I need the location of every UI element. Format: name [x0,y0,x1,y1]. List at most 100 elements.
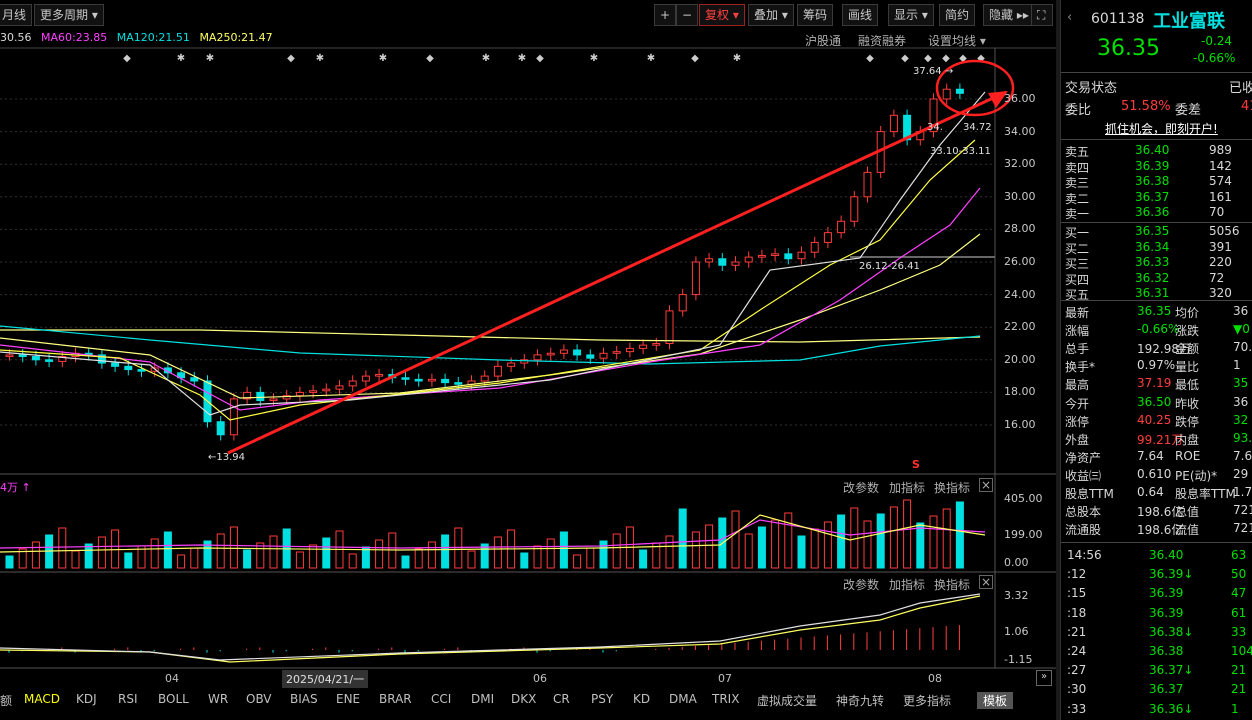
candle-body[interactable] [837,220,846,234]
candle-body[interactable] [97,354,106,364]
candle-body[interactable] [586,354,595,359]
indicator-tab-7[interactable]: BIAS [290,692,318,706]
candle-body[interactable] [18,354,27,358]
candle-body[interactable] [665,310,674,344]
indicator-tab-6[interactable]: OBV [246,692,272,706]
draw-line-button[interactable]: 画线 [842,4,879,26]
overlay-dropdown[interactable]: 叠加 ▾ [748,4,794,26]
event-marker[interactable]: ◆ [977,53,985,64]
vol-add-indicator[interactable]: 加指标 [889,481,926,495]
candle-body[interactable] [45,359,54,362]
candle-body[interactable] [177,372,186,379]
indicator-tab-11[interactable]: DMI [471,692,495,706]
event-marker[interactable]: ◆ [691,53,699,64]
more-period-dropdown[interactable]: 更多周期 ▾ [34,4,104,26]
event-marker[interactable]: ✱ [482,53,490,64]
event-marker[interactable]: ✱ [647,53,655,64]
macd-close-icon[interactable]: × [979,575,993,589]
period-monthly-button[interactable]: 月线 [0,4,33,26]
candle-body[interactable] [31,356,40,361]
candle-body[interactable] [58,356,67,362]
indicator-tab-12[interactable]: DKX [511,692,537,706]
indicator-tab-5[interactable]: WR [208,692,229,706]
vol-change-param[interactable]: 改参数 [843,481,880,495]
candle-body[interactable] [427,378,436,382]
candle-body[interactable] [309,390,318,393]
candle-body[interactable] [375,373,384,377]
rzrq-link[interactable]: 融资融券 [858,34,907,48]
candle-body[interactable] [903,114,912,141]
back-icon[interactable]: ‹ [1067,10,1073,25]
indicator-tab-18[interactable]: 虚拟成交量 [757,694,818,708]
indicator-tab-2[interactable]: KDJ [76,692,97,706]
indicator-tab-9[interactable]: BRAR [379,692,412,706]
indicator-tab-16[interactable]: DMA [669,692,697,706]
candle-body[interactable] [454,382,463,385]
candle-body[interactable] [797,251,806,260]
candle-body[interactable] [335,385,344,390]
candle-body[interactable] [744,256,753,263]
event-marker[interactable]: ✱ [177,53,185,64]
chouma-button[interactable]: 筹码 [797,4,834,26]
open-account-link[interactable]: 抓住机会，即刻开户! [1105,122,1218,136]
vol-close-icon[interactable]: × [979,478,993,492]
candle-body[interactable] [942,88,951,100]
candle-body[interactable] [190,377,199,382]
candle-body[interactable] [731,261,740,266]
candle-body[interactable] [639,344,648,349]
candle-body[interactable] [691,261,700,296]
candle-body[interactable] [401,377,410,380]
indicator-tab-15[interactable]: KD [633,692,651,706]
zoom-out-button[interactable]: − [676,4,698,26]
candle-body[interactable] [322,388,331,392]
macd-add-indicator[interactable]: 加指标 [889,578,926,592]
scroll-right-icon[interactable]: » [1036,670,1052,686]
candle-body[interactable] [771,253,780,256]
event-marker[interactable]: ◆ [866,53,874,64]
event-marker[interactable]: ✱ [518,53,526,64]
candle-body[interactable] [533,354,542,361]
event-marker[interactable]: ◆ [426,53,434,64]
candle-body[interactable] [705,258,714,263]
event-marker[interactable]: ◆ [287,53,295,64]
event-marker[interactable]: ✱ [733,53,741,64]
candle-body[interactable] [863,171,872,198]
indicator-tab-17[interactable]: TRIX [712,692,740,706]
candle-body[interactable] [718,258,727,266]
candle-body[interactable] [889,114,898,133]
indicator-tab-10[interactable]: CCI [431,692,452,706]
candle-body[interactable] [678,294,687,312]
set-ma-link[interactable]: 设置均线 ▾ [928,34,986,48]
zoom-in-button[interactable]: + [654,4,676,26]
candle-body[interactable] [111,362,120,367]
event-marker[interactable]: ✱ [316,53,324,64]
candle-body[interactable] [216,421,225,436]
event-marker[interactable]: ◆ [123,53,131,64]
candle-body[interactable] [612,351,621,354]
candle-body[interactable] [507,362,516,367]
indicator-tab-1[interactable]: MACD [24,692,60,706]
candle-body[interactable] [441,378,450,384]
candle-body[interactable] [546,352,555,356]
candle-body[interactable] [256,391,265,402]
candle-body[interactable] [493,365,502,377]
event-marker[interactable]: ✱ [590,53,598,64]
hgt-link[interactable]: 沪股通 [805,34,842,48]
candle-body[interactable] [480,375,489,382]
candle-body[interactable] [243,391,252,400]
event-marker[interactable]: ◆ [901,53,909,64]
indicator-tab-13[interactable]: CR [553,692,570,706]
candle-body[interactable] [850,196,859,222]
candle-body[interactable] [269,398,278,402]
candle-body[interactable] [282,395,291,400]
display-dropdown[interactable]: 显示 ▾ [888,4,934,26]
splitter[interactable] [1056,0,1060,720]
candle-body[interactable] [124,365,133,371]
event-marker[interactable]: ◆ [942,53,950,64]
candle-body[interactable] [599,352,608,359]
candle-body[interactable] [784,253,793,260]
fuquan-dropdown[interactable]: 复权 ▾ [699,4,745,26]
candle-body[interactable] [520,359,529,364]
indicator-tab-21[interactable]: 模板 [977,692,1014,709]
candle-body[interactable] [823,232,832,243]
